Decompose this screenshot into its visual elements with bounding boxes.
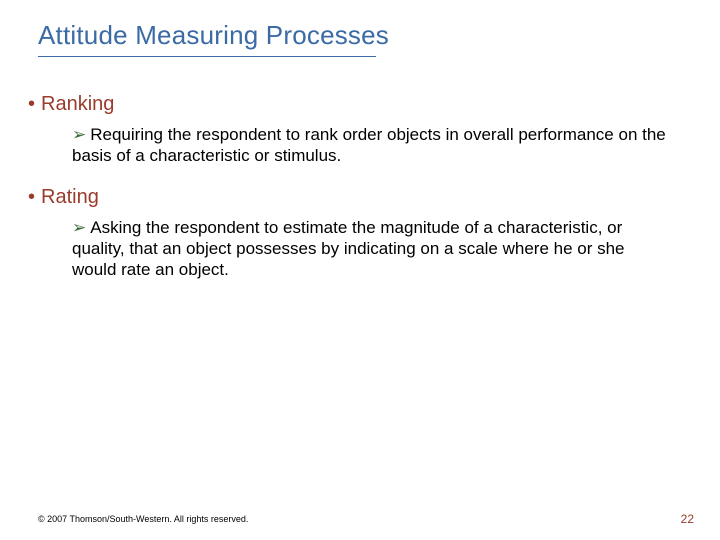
bullet-icon: • <box>28 93 35 115</box>
bullet-item-rating: • Rating <box>28 185 680 209</box>
content-body: •Ranking ➢Requiring the respondent to ra… <box>28 92 680 298</box>
bullet-item-ranking: • Ranking <box>28 92 680 116</box>
sub-item-ranking: ➢Requiring the respondent to rank order … <box>72 124 670 167</box>
sub-text: Asking the respondent to estimate the ma… <box>72 218 625 280</box>
sub-text: Requiring the respondent to rank order o… <box>72 125 666 165</box>
bullet-label: Rating <box>41 186 99 208</box>
arrow-icon: ➢ <box>72 125 86 144</box>
arrow-icon: ➢ <box>72 218 86 237</box>
slide: Attitude Measuring Processes •Ranking ➢R… <box>0 0 720 540</box>
sub-item-rating: ➢Asking the respondent to estimate the m… <box>72 217 670 281</box>
footer-copyright: © 2007 Thomson/South-Western. All rights… <box>38 514 248 524</box>
footer-page-number: 22 <box>681 512 694 526</box>
title-underline <box>38 56 376 57</box>
bullet-icon: • <box>28 186 35 208</box>
title-text: Attitude Measuring Processes <box>38 20 389 50</box>
slide-title: Attitude Measuring Processes <box>38 20 389 51</box>
bullet-label: Ranking <box>41 93 114 115</box>
